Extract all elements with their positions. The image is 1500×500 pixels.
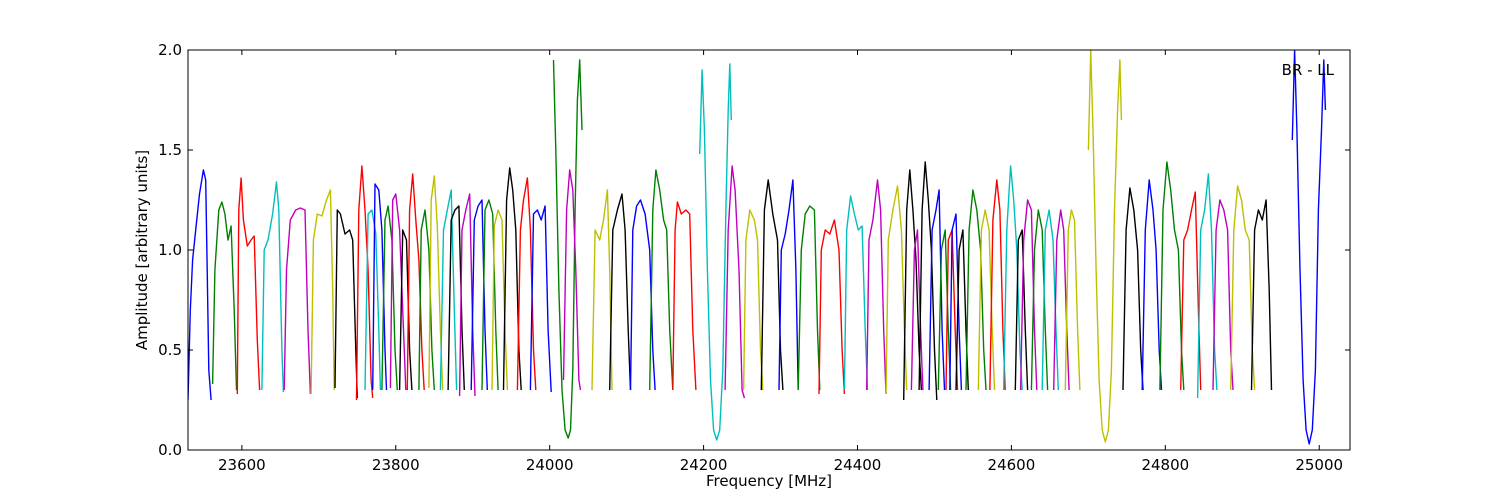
series-line-36 — [778, 179, 799, 391]
series-line-7 — [355, 165, 374, 401]
series-line-0 — [188, 169, 212, 401]
series-line-14 — [418, 209, 435, 391]
series-line-16 — [439, 189, 458, 391]
x-tick-label: 24800 — [1141, 456, 1189, 474]
series-line-1 — [211, 201, 238, 391]
series-line-8 — [364, 209, 382, 391]
series-line-66 — [1212, 199, 1234, 391]
series-line-11 — [389, 193, 407, 391]
series-line-52 — [989, 179, 1006, 391]
series-line-38 — [818, 219, 846, 395]
y-axis: 0.0 0.5 1.0 1.5 2.0 — [158, 41, 1350, 459]
series-line-39 — [843, 195, 869, 391]
series-line-32 — [699, 63, 732, 441]
series-line-40 — [866, 179, 887, 395]
series-line-3 — [261, 181, 285, 393]
series-line-59 — [1064, 209, 1081, 391]
x-tick-label: 24400 — [834, 456, 882, 474]
series-line-13 — [406, 173, 425, 391]
series-line-19 — [470, 199, 488, 391]
series-line-31 — [672, 201, 697, 391]
series-line-12 — [398, 229, 413, 391]
series-line-54 — [1014, 229, 1029, 391]
series-line-53 — [1003, 165, 1023, 391]
chart-annotation: BR - LL — [1282, 61, 1335, 79]
series-line-18 — [458, 193, 476, 397]
x-tick-label: 24000 — [526, 456, 574, 474]
series-line-62 — [1141, 179, 1163, 391]
series-line-5 — [310, 189, 335, 395]
series-line-56 — [1030, 209, 1049, 391]
x-tick-label: 23800 — [372, 456, 420, 474]
series-line-35 — [760, 179, 784, 391]
series-line-27 — [591, 189, 613, 391]
series-line-43 — [910, 229, 924, 391]
series-line-45 — [928, 189, 946, 391]
series-line-20 — [481, 199, 499, 391]
x-axis-label: Frequency [MHz] — [706, 472, 832, 490]
series-line-44 — [918, 161, 938, 401]
y-tick-label: 1.0 — [158, 241, 182, 259]
y-tick-label: 2.0 — [158, 41, 182, 59]
series-line-51 — [977, 209, 996, 391]
series-lines — [188, 50, 1327, 445]
x-tick-label: 25000 — [1295, 456, 1343, 474]
series-line-17 — [447, 205, 465, 391]
series-line-60 — [1087, 50, 1123, 443]
series-line-29 — [629, 199, 656, 391]
series-line-67 — [1230, 185, 1256, 391]
series-line-22 — [502, 167, 522, 391]
series-line-33 — [724, 165, 746, 399]
series-line-55 — [1019, 199, 1038, 391]
series-line-58 — [1053, 209, 1070, 391]
series-line-34 — [742, 209, 764, 391]
series-line-24 — [529, 205, 552, 393]
x-axis: 23600 23800 24000 24200 24400 24600 24800 25000 — [218, 50, 1343, 474]
series-line-9 — [372, 183, 388, 391]
series-line-6 — [334, 209, 358, 399]
series-line-28 — [609, 193, 632, 391]
y-tick-label: 0.5 — [158, 341, 182, 359]
series-line-10 — [381, 205, 398, 391]
series-line-2 — [236, 177, 261, 395]
series-line-4 — [283, 207, 312, 395]
series-line-50 — [965, 189, 987, 391]
series-line-69 — [1291, 50, 1327, 445]
series-line-26 — [562, 169, 582, 391]
series-line-37 — [797, 205, 821, 391]
series-line-61 — [1122, 187, 1144, 391]
series-line-65 — [1196, 173, 1218, 399]
x-tick-label: 24600 — [988, 456, 1036, 474]
series-line-63 — [1159, 161, 1185, 391]
series-line-23 — [516, 177, 537, 391]
series-line-46 — [937, 229, 952, 391]
series-line-57 — [1041, 209, 1059, 391]
series-line-48 — [949, 213, 963, 391]
x-tick-label: 24200 — [680, 456, 728, 474]
y-tick-label: 0.0 — [158, 441, 182, 459]
series-line-64 — [1180, 191, 1202, 391]
x-tick-label: 23600 — [218, 456, 266, 474]
series-line-68 — [1250, 199, 1273, 391]
plot-frame — [187, 49, 1351, 451]
series-line-25 — [552, 59, 583, 439]
y-tick-label: 1.5 — [158, 141, 182, 159]
series-line-21 — [491, 209, 509, 391]
series-line-30 — [649, 169, 674, 391]
y-axis-label: Amplitude [arbitrary units] — [133, 150, 151, 350]
